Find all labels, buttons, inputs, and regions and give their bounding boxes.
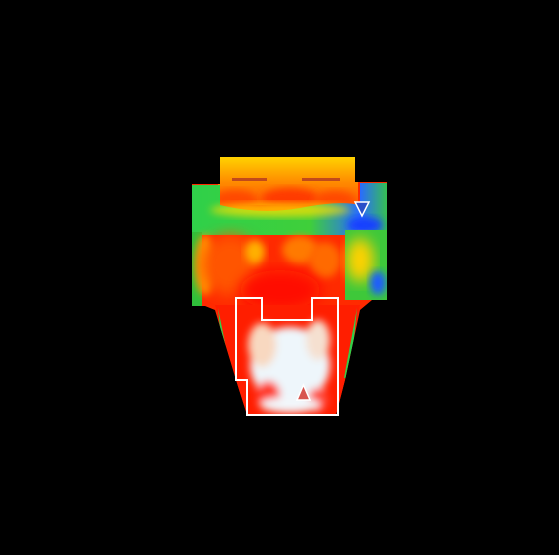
cool-band <box>192 183 387 235</box>
region-outline <box>235 297 339 416</box>
min-temperature-marker <box>353 201 371 218</box>
hot-core <box>248 320 330 413</box>
max-temperature-marker <box>295 383 312 401</box>
thermal-body <box>192 157 387 415</box>
